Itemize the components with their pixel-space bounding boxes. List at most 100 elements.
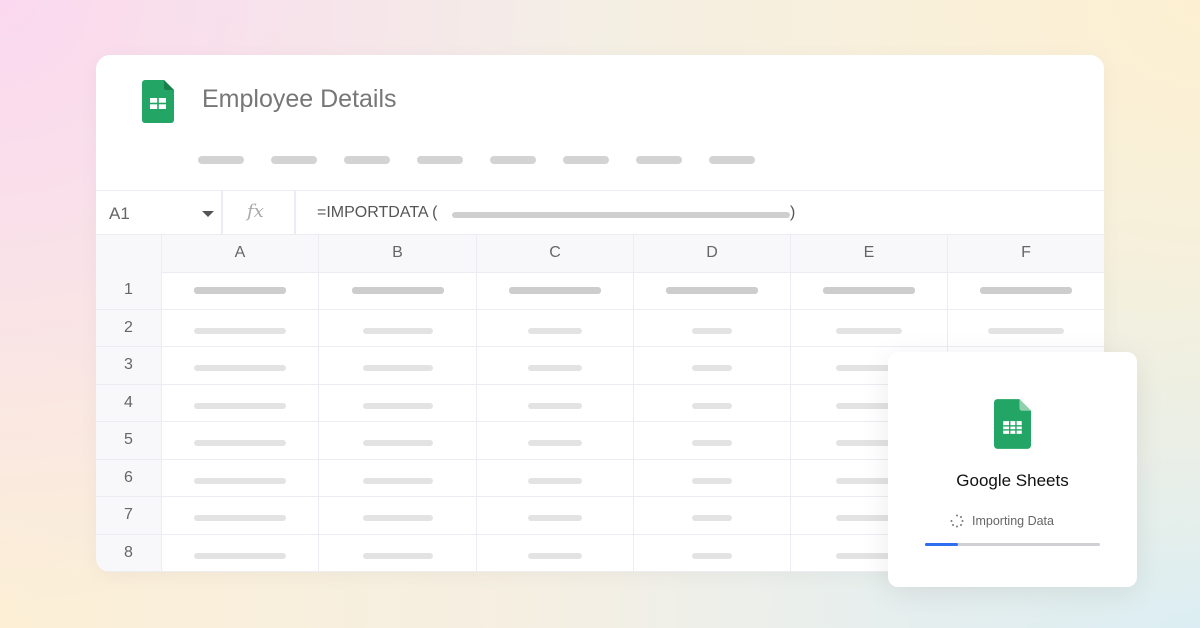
menu-placeholder[interactable] xyxy=(490,156,536,164)
google-sheets-icon xyxy=(994,399,1031,449)
cell-placeholder-bar xyxy=(692,477,732,484)
column-header[interactable]: A xyxy=(161,235,318,272)
name-box[interactable]: A1 xyxy=(109,204,130,223)
menu-placeholder[interactable] xyxy=(198,156,244,164)
cell[interactable] xyxy=(318,309,476,346)
cell-placeholder-bar xyxy=(362,552,433,559)
cell-placeholder-bar xyxy=(194,477,286,484)
cell-placeholder-bar xyxy=(362,477,433,484)
cell-placeholder-bar xyxy=(988,327,1064,334)
cell[interactable] xyxy=(161,422,318,459)
import-dialog: Google Sheets Importing Data xyxy=(888,352,1137,587)
cell-placeholder-bar xyxy=(194,402,286,409)
cell-placeholder-bar xyxy=(836,552,902,559)
cell-placeholder-bar xyxy=(194,286,286,294)
status-text: Importing Data xyxy=(972,514,1054,528)
cell[interactable] xyxy=(161,384,318,421)
table-row: 4 xyxy=(96,384,1104,422)
cell[interactable] xyxy=(318,384,476,421)
cell[interactable] xyxy=(161,347,318,384)
cell-placeholder-bar xyxy=(836,477,902,484)
column-header[interactable]: E xyxy=(790,235,947,272)
cell[interactable] xyxy=(476,384,633,421)
cell[interactable] xyxy=(790,272,947,309)
menu-placeholder[interactable] xyxy=(417,156,463,164)
select-all-corner[interactable] xyxy=(96,235,161,272)
cell-placeholder-bar xyxy=(362,327,433,334)
cell-placeholder-bar xyxy=(836,440,902,447)
cell[interactable] xyxy=(633,347,790,384)
import-status: Importing Data xyxy=(950,514,1054,528)
column-header[interactable]: B xyxy=(318,235,476,272)
column-header[interactable]: F xyxy=(947,235,1104,272)
cell[interactable] xyxy=(161,497,318,534)
cell[interactable] xyxy=(790,459,947,496)
cell[interactable] xyxy=(318,534,476,571)
cell-placeholder-bar xyxy=(692,440,732,447)
cell[interactable] xyxy=(633,309,790,346)
cell-placeholder-bar xyxy=(194,440,286,447)
cell[interactable] xyxy=(790,534,947,571)
cell[interactable] xyxy=(161,272,318,309)
column-header[interactable]: C xyxy=(476,235,633,272)
cell[interactable] xyxy=(318,497,476,534)
row-header[interactable]: 1 xyxy=(96,272,161,309)
row-header[interactable]: 2 xyxy=(96,309,161,346)
row-header[interactable]: 6 xyxy=(96,459,161,496)
cell-placeholder-bar xyxy=(823,286,915,294)
cell[interactable] xyxy=(476,497,633,534)
cell[interactable] xyxy=(161,534,318,571)
cell[interactable] xyxy=(947,309,1104,346)
cell[interactable] xyxy=(633,459,790,496)
dialog-title: Google Sheets xyxy=(956,471,1069,490)
cell[interactable] xyxy=(790,422,947,459)
row-header[interactable]: 5 xyxy=(96,422,161,459)
cell[interactable] xyxy=(476,272,633,309)
formula-input[interactable]: =IMPORTDATA ( xyxy=(317,204,438,221)
row-header[interactable]: 7 xyxy=(96,497,161,534)
cell[interactable] xyxy=(633,272,790,309)
row-header[interactable]: 8 xyxy=(96,534,161,571)
cell[interactable] xyxy=(790,309,947,346)
cell-placeholder-bar xyxy=(528,365,582,372)
menu-placeholder[interactable] xyxy=(344,156,390,164)
cell-placeholder-bar xyxy=(362,402,433,409)
menu-placeholder[interactable] xyxy=(709,156,755,164)
row-header[interactable]: 4 xyxy=(96,384,161,421)
cell[interactable] xyxy=(318,347,476,384)
cell[interactable] xyxy=(476,459,633,496)
cell[interactable] xyxy=(476,309,633,346)
dropdown-caret-icon[interactable] xyxy=(202,211,214,217)
table-row: 3 xyxy=(96,347,1104,385)
cell[interactable] xyxy=(790,384,947,421)
cell[interactable] xyxy=(476,534,633,571)
cell[interactable] xyxy=(633,384,790,421)
menu-placeholder[interactable] xyxy=(563,156,609,164)
cell[interactable] xyxy=(790,497,947,534)
cell[interactable] xyxy=(633,534,790,571)
cell[interactable] xyxy=(633,497,790,534)
cell[interactable] xyxy=(633,422,790,459)
cell[interactable] xyxy=(947,272,1104,309)
row-header[interactable]: 3 xyxy=(96,347,161,384)
cell[interactable] xyxy=(161,309,318,346)
cell[interactable] xyxy=(790,347,947,384)
cell-placeholder-bar xyxy=(836,515,902,522)
cell-placeholder-bar xyxy=(528,440,582,447)
cell-placeholder-bar xyxy=(194,552,286,559)
cell-placeholder-bar xyxy=(194,365,286,372)
cell-placeholder-bar xyxy=(692,402,732,409)
cell-placeholder-bar xyxy=(194,327,286,334)
cell[interactable] xyxy=(318,459,476,496)
cell[interactable] xyxy=(476,422,633,459)
menu-placeholder[interactable] xyxy=(636,156,682,164)
column-header[interactable]: D xyxy=(633,235,790,272)
cell[interactable] xyxy=(318,422,476,459)
cell[interactable] xyxy=(318,272,476,309)
fx-icon: fx xyxy=(247,201,264,222)
cell[interactable] xyxy=(161,459,318,496)
formula-placeholder-line xyxy=(452,212,790,218)
menu-placeholder[interactable] xyxy=(271,156,317,164)
cell[interactable] xyxy=(476,347,633,384)
